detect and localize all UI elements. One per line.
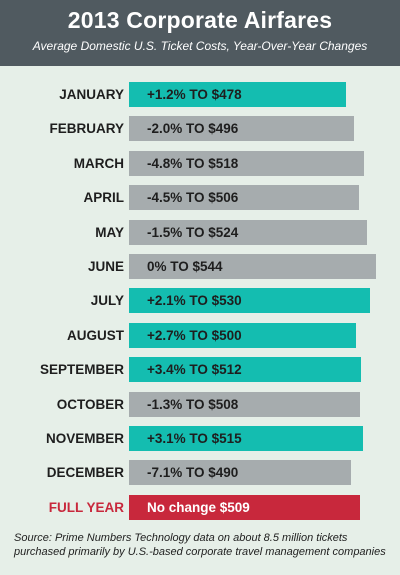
chart-subtitle: Average Domestic U.S. Ticket Costs, Year… [32, 39, 368, 53]
total-row: FULL YEAR No change $509 [0, 495, 400, 520]
bar [129, 220, 367, 245]
bar-value-label: +2.1% TO $530 [147, 293, 242, 308]
category-label: OCTOBER [56, 397, 124, 412]
bar [129, 392, 360, 417]
bar-value-label: No change $509 [147, 500, 250, 515]
bar [129, 151, 365, 176]
bar [129, 82, 347, 107]
category-label: MAY [95, 225, 124, 240]
bar-row: AUGUST +2.7% TO $500 [0, 323, 400, 348]
bar-row: NOVEMBER +3.1% TO $515 [0, 426, 400, 451]
source-note: Source: Prime Numbers Technology data on… [14, 532, 386, 558]
bar-value-label: +2.7% TO $500 [147, 328, 242, 343]
bar-row: JANUARY +1.2% TO $478 [0, 82, 400, 107]
bar [129, 460, 352, 485]
bar-value-label: 0% TO $544 [147, 259, 223, 274]
category-label: MARCH [73, 156, 124, 171]
bar-value-label: +3.1% TO $515 [147, 431, 242, 446]
chart-header: 2013 Corporate Airfares Average Domestic… [0, 0, 400, 66]
category-label: FULL YEAR [48, 500, 124, 515]
category-label: JUNE [87, 259, 124, 274]
bar-value-label: -4.8% TO $518 [147, 156, 239, 171]
bar-value-label: +1.2% TO $478 [147, 87, 242, 102]
bar-row: JULY +2.1% TO $530 [0, 288, 400, 313]
bar-row: MARCH -4.8% TO $518 [0, 151, 400, 176]
bar-row: SEPTEMBER +3.4% TO $512 [0, 357, 400, 382]
category-label: APRIL [83, 190, 125, 205]
category-label: NOVEMBER [45, 431, 124, 446]
category-label: JANUARY [59, 87, 124, 102]
bar-row: MAY -1.5% TO $524 [0, 220, 400, 245]
bar-row: JUNE 0% TO $544 [0, 254, 400, 279]
bar [129, 323, 357, 348]
category-label: DECEMBER [46, 465, 124, 480]
bar [129, 495, 361, 520]
bar-row: APRIL -4.5% TO $506 [0, 185, 400, 210]
category-label: JULY [90, 293, 124, 308]
category-label: FEBRUARY [49, 121, 124, 136]
bar-row: FEBRUARY -2.0% TO $496 [0, 116, 400, 141]
category-label: SEPTEMBER [39, 362, 124, 377]
bar [129, 426, 363, 451]
category-label: AUGUST [67, 328, 124, 343]
bar [129, 254, 376, 279]
bar-value-label: -1.5% TO $524 [147, 225, 239, 240]
bar [129, 288, 370, 313]
bar [129, 116, 355, 141]
bar-value-label: -1.3% TO $508 [147, 397, 239, 412]
bar-value-label: +3.4% TO $512 [147, 362, 242, 377]
chart-title: 2013 Corporate Airfares [67, 7, 333, 33]
bar [129, 357, 362, 382]
bar-value-label: -4.5% TO $506 [147, 190, 239, 205]
bar-value-label: -2.0% TO $496 [147, 121, 239, 136]
bar-row: DECEMBER -7.1% TO $490 [0, 460, 400, 485]
bar-row: OCTOBER -1.3% TO $508 [0, 392, 400, 417]
bar [129, 185, 359, 210]
bar-value-label: -7.1% TO $490 [147, 465, 239, 480]
